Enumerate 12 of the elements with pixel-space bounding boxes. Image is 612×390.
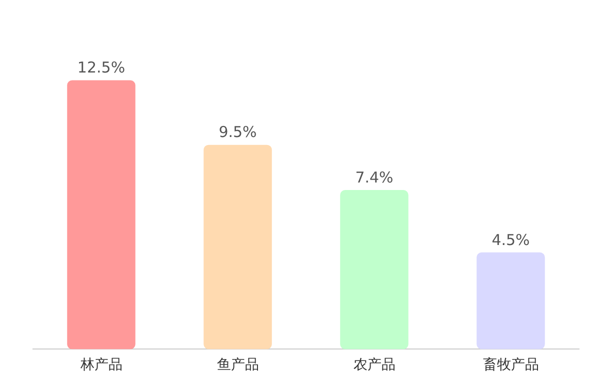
x-tick-label: 农产品 — [353, 357, 396, 374]
bar — [67, 80, 136, 350]
x-tick-label: 林产品 — [79, 357, 122, 374]
data-label: 9.5% — [218, 123, 257, 142]
bar — [476, 252, 545, 350]
data-label: 4.5% — [492, 230, 530, 249]
data-label: 7.4% — [355, 168, 394, 186]
data-label: 12.5% — [77, 58, 126, 77]
x-tick-label: 畜牧产品 — [482, 356, 539, 374]
x-tick-label: 鱼产品 — [216, 357, 259, 374]
bar — [204, 144, 272, 350]
bar — [340, 190, 408, 350]
